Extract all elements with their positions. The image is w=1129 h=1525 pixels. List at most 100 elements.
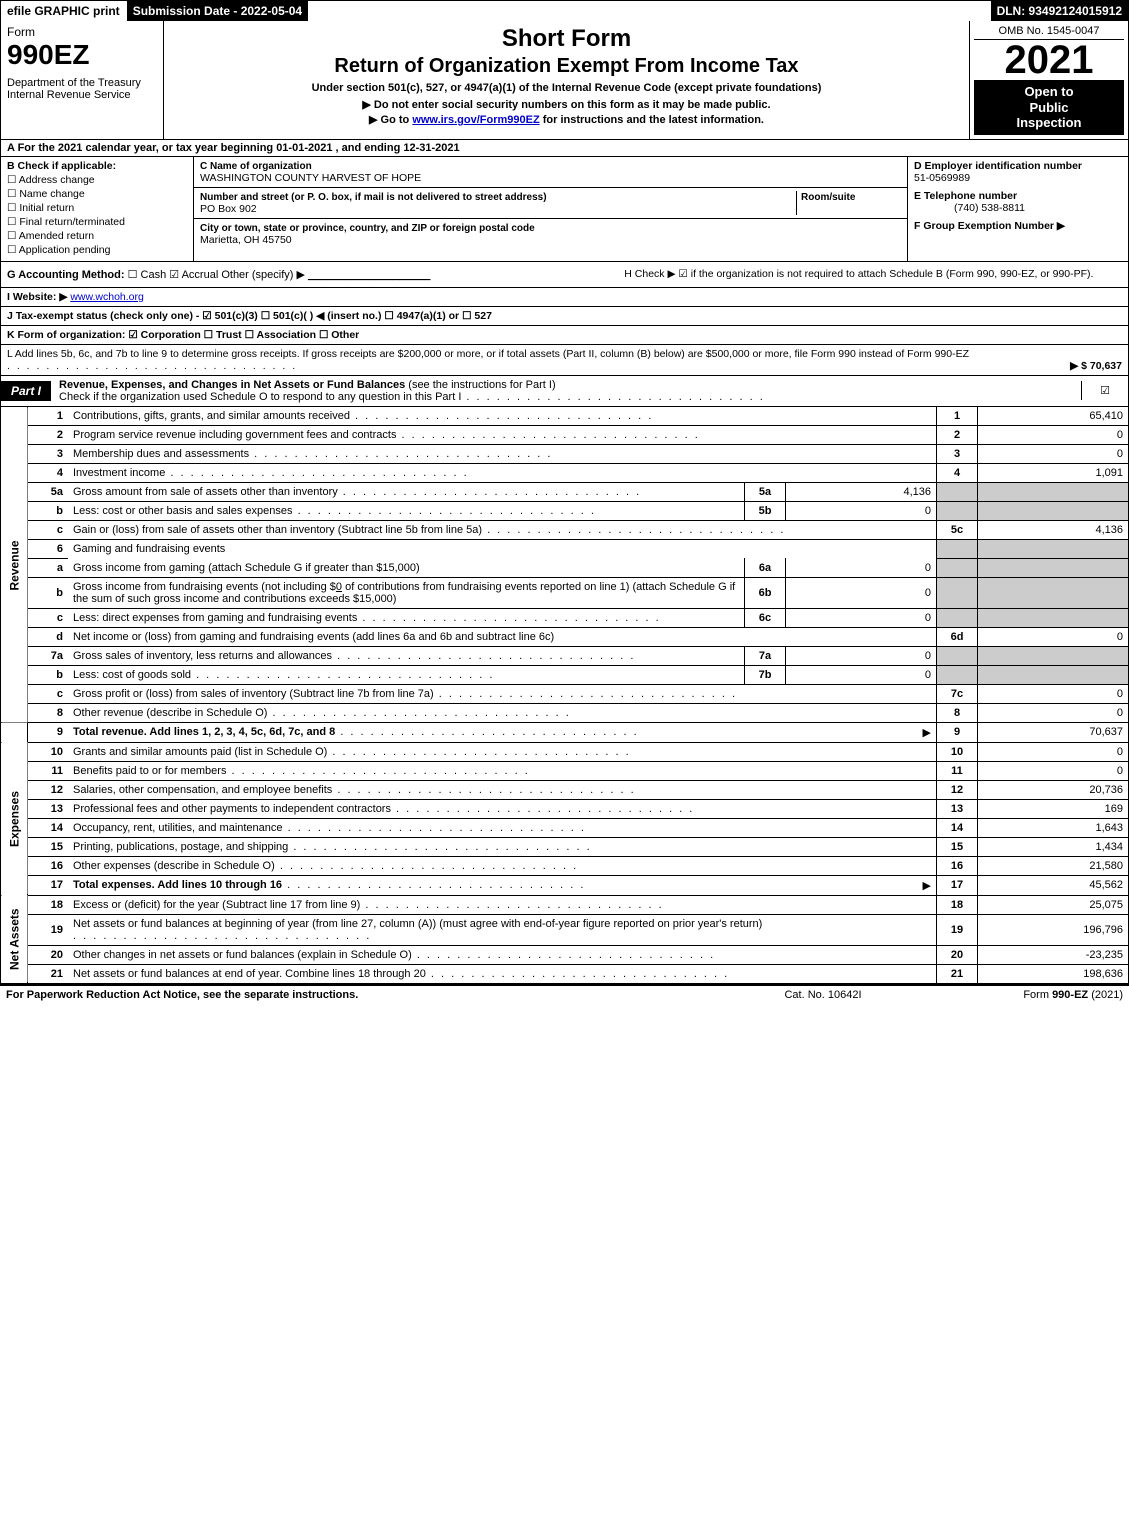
l6b-amt-grey <box>978 577 1129 608</box>
city-value: Marietta, OH 45750 <box>200 234 292 246</box>
line-11: 11 Benefits paid to or for members 11 0 <box>1 761 1128 780</box>
l16-text: Other expenses (describe in Schedule O) <box>73 860 275 872</box>
checkbox-final-return[interactable]: Final return/terminated <box>7 216 187 228</box>
l19-text: Net assets or fund balances at beginning… <box>73 918 762 930</box>
org-name-value: WASHINGTON COUNTY HARVEST OF HOPE <box>200 172 421 184</box>
line-7a: 7a Gross sales of inventory, less return… <box>1 646 1128 665</box>
l4-rn: 4 <box>937 463 978 482</box>
checkbox-accrual[interactable]: Accrual <box>169 269 218 281</box>
other-specify-blank[interactable]: ____________________ <box>308 269 430 281</box>
l6b-num: b <box>28 577 69 608</box>
form-title: Return of Organization Exempt From Incom… <box>172 55 961 78</box>
l5a-amt-grey <box>978 482 1129 501</box>
tax-year: 2021 <box>974 40 1124 80</box>
l7a-rn-grey <box>937 646 978 665</box>
l5a-rn-grey <box>937 482 978 501</box>
phone-value: (740) 538-8811 <box>914 202 1025 214</box>
l8-text: Other revenue (describe in Schedule O) <box>73 707 267 719</box>
col-c-org-info: C Name of organization WASHINGTON COUNTY… <box>194 157 908 261</box>
part-1-checkbox[interactable]: ☑ <box>1081 381 1128 400</box>
l17-dots <box>282 879 585 891</box>
l5c-amt: 4,136 <box>978 520 1129 539</box>
checkbox-amended-return[interactable]: Amended return <box>7 230 187 242</box>
org-name-cell: C Name of organization WASHINGTON COUNTY… <box>194 157 907 188</box>
col-b-header: B Check if applicable: <box>7 160 187 172</box>
l6c-amt-grey <box>978 608 1129 627</box>
line-6: 6 Gaming and fundraising events <box>1 539 1128 558</box>
line-12: 12 Salaries, other compensation, and emp… <box>1 780 1128 799</box>
line-4: 4 Investment income 4 1,091 <box>1 463 1128 482</box>
checkbox-cash[interactable]: Cash <box>128 269 167 281</box>
line-16: 16 Other expenses (describe in Schedule … <box>1 856 1128 875</box>
l4-dots <box>165 467 468 479</box>
l14-num: 14 <box>28 818 69 837</box>
l13-desc: Professional fees and other payments to … <box>68 799 937 818</box>
l7a-num: 7a <box>28 646 69 665</box>
l5b-rn-grey <box>937 501 978 520</box>
block-b-through-f: B Check if applicable: Address change Na… <box>1 157 1128 262</box>
instructions-link-line: ▶ Go to www.irs.gov/Form990EZ for instru… <box>172 113 961 126</box>
l18-desc: Excess or (deficit) for the year (Subtra… <box>68 895 937 914</box>
checkbox-name-change[interactable]: Name change <box>7 188 187 200</box>
l10-num: 10 <box>28 742 69 761</box>
l6c-desc: Less: direct expenses from gaming and fu… <box>68 608 745 627</box>
line-k-org-form: K Form of organization: ☑ Corporation ☐ … <box>1 326 1128 345</box>
room-label: Room/suite <box>801 192 855 203</box>
l15-amt: 1,434 <box>978 837 1129 856</box>
part-1-title-note: (see the instructions for Part I) <box>405 379 555 391</box>
form-header: Form 990EZ Department of the Treasury In… <box>1 21 1128 140</box>
l14-rn: 14 <box>937 818 978 837</box>
l1-text: Contributions, gifts, grants, and simila… <box>73 410 350 422</box>
l11-amt: 0 <box>978 761 1129 780</box>
checkbox-address-change[interactable]: Address change <box>7 174 187 186</box>
efile-print-button[interactable]: efile GRAPHIC print <box>1 1 127 21</box>
l6c-dots <box>357 612 660 624</box>
l6c-sl: 6c <box>745 608 786 627</box>
l5b-amt-grey <box>978 501 1129 520</box>
l15-text: Printing, publications, postage, and shi… <box>73 841 288 853</box>
form-number: 990EZ <box>7 39 157 71</box>
l19-desc: Net assets or fund balances at beginning… <box>68 914 937 945</box>
l7b-desc: Less: cost of goods sold <box>68 665 745 684</box>
dln-label: DLN: 93492124015912 <box>991 1 1128 21</box>
line-14: 14 Occupancy, rent, utilities, and maint… <box>1 818 1128 837</box>
l11-num: 11 <box>28 761 69 780</box>
irs-instructions-link[interactable]: www.irs.gov/Form990EZ <box>412 114 539 126</box>
l18-dots <box>360 899 663 911</box>
l16-rn: 16 <box>937 856 978 875</box>
line-g-h-row: G Accounting Method: Cash Accrual Other … <box>1 262 1128 288</box>
l6c-rn-grey <box>937 608 978 627</box>
ssn-warning: ▶ Do not enter social security numbers o… <box>172 98 961 111</box>
footer-r-pre: Form <box>1023 989 1052 1001</box>
l5c-dots <box>482 524 785 536</box>
city-label: City or town, state or province, country… <box>200 223 535 234</box>
l12-text: Salaries, other compensation, and employ… <box>73 784 332 796</box>
checkbox-application-pending[interactable]: Application pending <box>7 244 187 256</box>
l1-desc: Contributions, gifts, grants, and simila… <box>68 407 937 426</box>
l1-num: 1 <box>28 407 69 426</box>
checkbox-initial-return[interactable]: Initial return <box>7 202 187 214</box>
header-right: OMB No. 1545-0047 2021 Open to Public In… <box>970 21 1128 139</box>
website-link[interactable]: www.wchoh.org <box>70 291 144 303</box>
l6c-sv: 0 <box>786 608 937 627</box>
l13-rn: 13 <box>937 799 978 818</box>
l5a-sv: 4,136 <box>786 482 937 501</box>
l7a-dots <box>332 650 635 662</box>
l6a-num: a <box>28 558 69 577</box>
l1-dots <box>350 410 653 422</box>
l13-text: Professional fees and other payments to … <box>73 803 391 815</box>
l9-side-gap <box>1 722 28 742</box>
l6d-num: d <box>28 627 69 646</box>
line-15: 15 Printing, publications, postage, and … <box>1 837 1128 856</box>
l5c-num: c <box>28 520 69 539</box>
l17-arrow: ▶ <box>923 879 931 892</box>
l19-num: 19 <box>28 914 69 945</box>
l8-amt: 0 <box>978 703 1129 722</box>
header-left: Form 990EZ Department of the Treasury In… <box>1 21 164 139</box>
l13-amt: 169 <box>978 799 1129 818</box>
l21-desc: Net assets or fund balances at end of ye… <box>68 964 937 983</box>
l11-dots <box>226 765 529 777</box>
org-name-label: C Name of organization <box>200 161 312 172</box>
ein-label: D Employer identification number <box>914 160 1082 172</box>
line-3: 3 Membership dues and assessments 3 0 <box>1 444 1128 463</box>
